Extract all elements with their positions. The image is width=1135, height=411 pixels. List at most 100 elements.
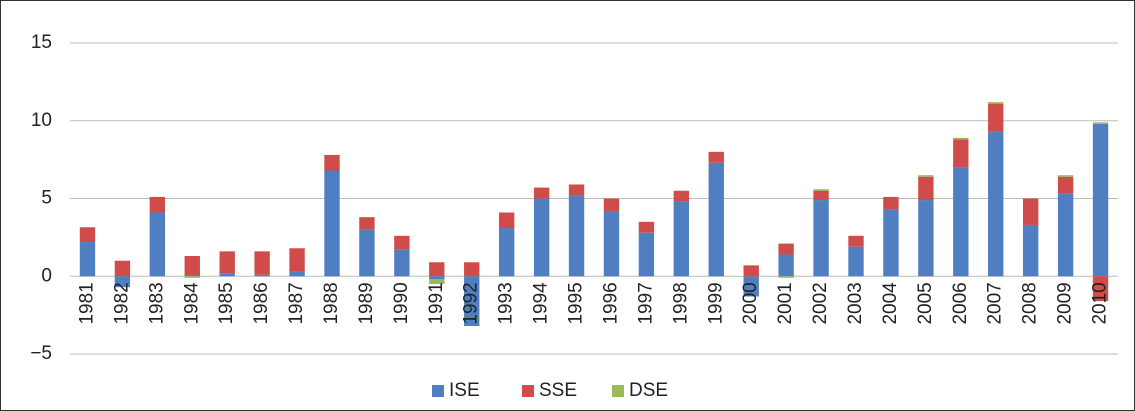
bar-segment (184, 276, 200, 278)
x-tick-label: 1981 (76, 282, 97, 324)
bar-segment (324, 170, 340, 277)
bar-segment (918, 176, 934, 201)
bar-segment (673, 190, 690, 202)
bar-segment (813, 200, 829, 277)
legend-swatch (432, 385, 444, 397)
x-tick-label: 1986 (251, 282, 272, 324)
bar-segment (429, 276, 445, 280)
bar-segment (1092, 276, 1109, 302)
bar-segment (813, 189, 829, 191)
bar-segment (778, 243, 794, 255)
bar-segment (813, 190, 829, 201)
bar-segment (533, 187, 550, 199)
bar-segment (254, 251, 270, 275)
x-tick-label: 2003 (845, 282, 866, 324)
x-tick-label: 1985 (216, 282, 237, 324)
x-tick-label: 2001 (775, 282, 796, 324)
x-tick-label: 1994 (531, 282, 552, 325)
x-tick-label: 1984 (181, 282, 202, 325)
bar-segment (638, 221, 655, 233)
bar-segment (394, 249, 410, 277)
x-tick-label: 1983 (146, 282, 167, 324)
bar-segment (219, 273, 235, 277)
bar-segment (1057, 193, 1074, 277)
bar-segment (254, 274, 270, 277)
legend-label: ISE (449, 380, 480, 401)
bar-segment (1022, 224, 1039, 277)
bar-segment (918, 200, 934, 277)
bar-segment (708, 162, 724, 277)
bar-segment (184, 275, 200, 277)
bar-segment (568, 195, 585, 277)
bar-segment (429, 279, 445, 285)
x-tick-label: 1991 (426, 282, 447, 324)
bar-segment (778, 276, 794, 278)
legend-label: SSE (539, 380, 577, 401)
bar-segment (498, 228, 515, 277)
bar-segment (1092, 123, 1109, 277)
bar-segment (394, 235, 410, 250)
x-tick-label: 1996 (600, 282, 621, 324)
bar-segment (708, 151, 724, 163)
x-tick-label: 1993 (496, 282, 517, 324)
x-tick-label: 1995 (566, 282, 587, 324)
bar-segment (533, 198, 550, 277)
x-tick-label: 1989 (356, 282, 377, 324)
bar-segment (79, 242, 96, 277)
x-tick-label: 2007 (985, 282, 1006, 324)
bar-segment (883, 209, 899, 277)
x-tick-label: 1982 (111, 282, 132, 324)
x-tick-label: 2006 (950, 282, 971, 324)
bar-segment (1057, 176, 1074, 194)
bar-segment (359, 229, 375, 277)
x-tick-label: 1997 (635, 282, 656, 324)
bar-segment (114, 276, 131, 288)
bar-segment (79, 227, 96, 243)
bar-segment (953, 137, 969, 140)
x-tick-label: 2002 (810, 282, 831, 324)
bar-segment (324, 154, 340, 171)
bar-segment (464, 262, 480, 277)
bar-segment (603, 210, 620, 277)
y-tick-label: −5 (30, 343, 52, 364)
x-tick-label: 1992 (461, 282, 482, 324)
bar-segment (953, 139, 969, 168)
bar-segment (498, 212, 515, 229)
x-tick-label: 1999 (705, 282, 726, 324)
bar-segment (988, 131, 1004, 277)
bar-segment (603, 198, 620, 211)
bar-segment (1092, 122, 1109, 124)
bar-segment (1057, 175, 1074, 177)
x-tick-label: 2009 (1055, 282, 1076, 324)
x-tick-label: 2000 (740, 282, 761, 324)
y-tick-label: 0 (41, 265, 52, 286)
x-tick-label: 2005 (915, 282, 936, 324)
x-tick-label: 2004 (880, 282, 901, 325)
y-tick-label: 10 (31, 110, 52, 131)
x-tick-label: 1990 (391, 282, 412, 324)
bar-segment (184, 256, 200, 276)
bar-segment (1022, 198, 1039, 225)
legend-label: DSE (629, 380, 668, 401)
bar-segment (149, 212, 166, 277)
bar-segment (918, 175, 934, 177)
bar-segment (778, 254, 794, 277)
bar-segment (289, 271, 305, 277)
bar-segment (359, 217, 375, 230)
bar-segment (114, 260, 131, 277)
x-tick-label: 1998 (670, 282, 691, 324)
y-tick-label: 15 (31, 32, 52, 53)
bar-segment (743, 276, 759, 297)
legend-swatch (612, 385, 624, 397)
bar-segment (673, 201, 690, 277)
bar-segment (149, 196, 166, 213)
bar-segment (464, 276, 480, 327)
legend-swatch (522, 385, 534, 397)
bar-segment (953, 167, 969, 277)
bar-segment (988, 103, 1004, 132)
x-tick-label: 2008 (1020, 282, 1041, 324)
bar-segment (848, 246, 864, 277)
bar-segment (638, 232, 655, 277)
